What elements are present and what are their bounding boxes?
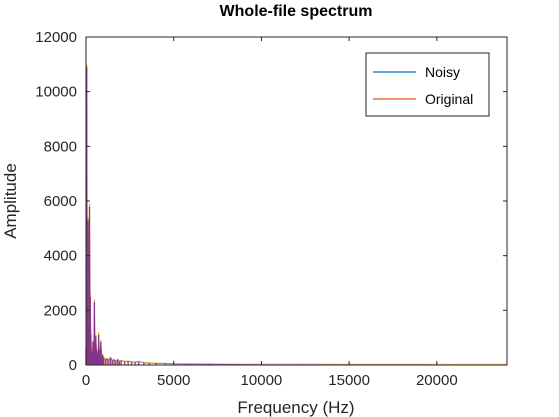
- legend-label-noisy: Noisy: [425, 64, 460, 80]
- series-envelope-original: [85, 67, 508, 366]
- x-tick-label: 5000: [157, 372, 190, 389]
- y-axis: 0 2000 4000 6000 8000 10000 12000: [35, 29, 507, 374]
- data-layer: [85, 64, 508, 366]
- y-tick-label: 8000: [44, 138, 77, 155]
- x-tick-label: 0: [82, 372, 90, 389]
- x-tick-label: 20000: [416, 372, 458, 389]
- y-tick-label: 2000: [44, 302, 77, 319]
- y-tick-label: 0: [69, 357, 77, 374]
- y-tick-label: 12000: [35, 29, 77, 46]
- y-tick-label: 6000: [44, 193, 77, 210]
- y-tick-label: 10000: [35, 84, 77, 101]
- legend-label-original: Original: [425, 91, 473, 107]
- x-axis-label: Frequency (Hz): [237, 398, 354, 417]
- y-tick-label: 4000: [44, 248, 77, 265]
- x-tick-label: 10000: [241, 372, 283, 389]
- x-tick-label: 15000: [328, 372, 370, 389]
- series-original: [85, 67, 508, 366]
- x-axis: 0 5000 10000 15000 20000: [82, 37, 458, 389]
- chart-title: Whole-file spectrum: [220, 3, 373, 20]
- legend-box: [365, 52, 490, 117]
- y-axis-label: Amplitude: [1, 163, 20, 239]
- legend: Noisy Original: [365, 52, 490, 117]
